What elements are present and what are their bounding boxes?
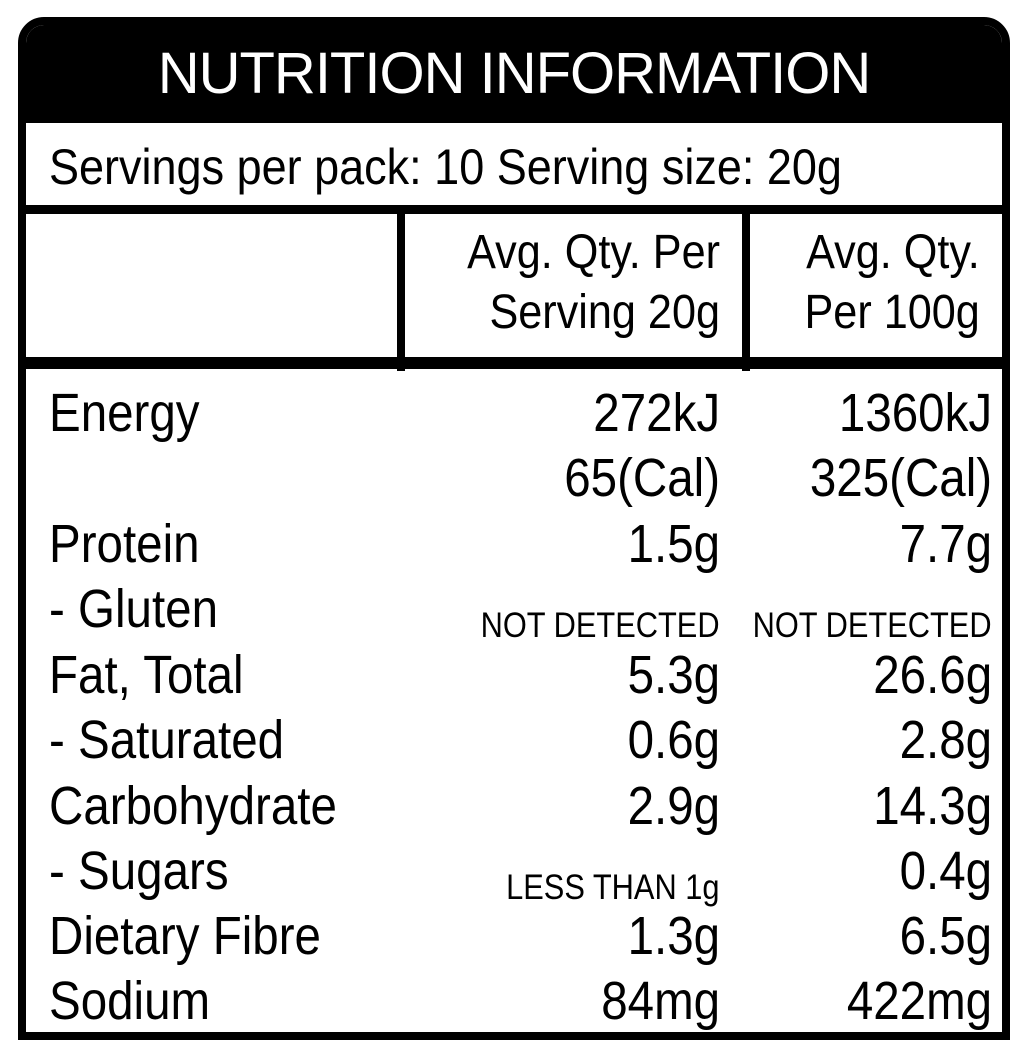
- row-per-serving: 0.6g: [627, 710, 720, 770]
- divider-header: [26, 357, 1002, 369]
- row-name: Energy: [49, 383, 200, 443]
- row-name: Carbohydrate: [49, 776, 337, 836]
- row-per-serving: 1.3g: [627, 906, 720, 966]
- row-name: Fat, Total: [49, 645, 244, 705]
- panel-title: NUTRITION INFORMATION: [26, 25, 1002, 123]
- divider-col2: [742, 213, 750, 371]
- header-per-serving-line1: Avg. Qty. Per: [467, 226, 720, 279]
- row-name: Dietary Fibre: [49, 906, 321, 966]
- header-per-100g: Avg. Qty. Per 100g: [805, 223, 980, 343]
- row-name: Protein: [49, 514, 200, 574]
- row-name: - Sugars: [49, 841, 229, 901]
- row-per-100g: 7.7g: [899, 514, 992, 574]
- servings-line: Servings per pack: 10 Serving size: 20g: [49, 139, 842, 195]
- header-per-serving: Avg. Qty. Per Serving 20g: [467, 223, 720, 343]
- row-per-100g: 14.3g: [873, 776, 992, 836]
- row-per-serving: 1.5g: [627, 514, 720, 574]
- row-per-100g: 1360kJ: [838, 383, 992, 443]
- row-per-100g: 2.8g: [899, 710, 992, 770]
- row-per-serving: 272kJ: [593, 383, 720, 443]
- row-per-serving: 84mg: [601, 971, 720, 1031]
- row-name: - Saturated: [49, 710, 285, 770]
- header-per-serving-line2: Serving 20g: [489, 286, 720, 339]
- row-per-serving: LESS THAN 1g: [506, 868, 720, 907]
- row-per-100g: 26.6g: [873, 645, 992, 705]
- row-per-100g: 325(Cal): [809, 448, 992, 508]
- row-per-serving: NOT DETECTED: [480, 606, 720, 645]
- row-per-serving: 2.9g: [627, 776, 720, 836]
- row-name: - Gluten: [49, 579, 219, 639]
- divider-col1: [397, 213, 405, 371]
- row-per-serving: 65(Cal): [564, 448, 720, 508]
- divider-top: [26, 205, 1002, 214]
- row-per-100g: NOT DETECTED: [752, 606, 992, 645]
- row-per-serving: 5.3g: [627, 645, 720, 705]
- row-per-100g: 6.5g: [899, 906, 992, 966]
- row-name: Sodium: [49, 971, 211, 1031]
- header-per-100g-line2: Per 100g: [804, 286, 980, 339]
- row-per-100g: 0.4g: [899, 841, 992, 901]
- nutrition-panel: NUTRITION INFORMATION Servings per pack:…: [18, 17, 1010, 1040]
- header-per-100g-line1: Avg. Qty.: [806, 226, 980, 279]
- row-per-100g: 422mg: [846, 971, 992, 1031]
